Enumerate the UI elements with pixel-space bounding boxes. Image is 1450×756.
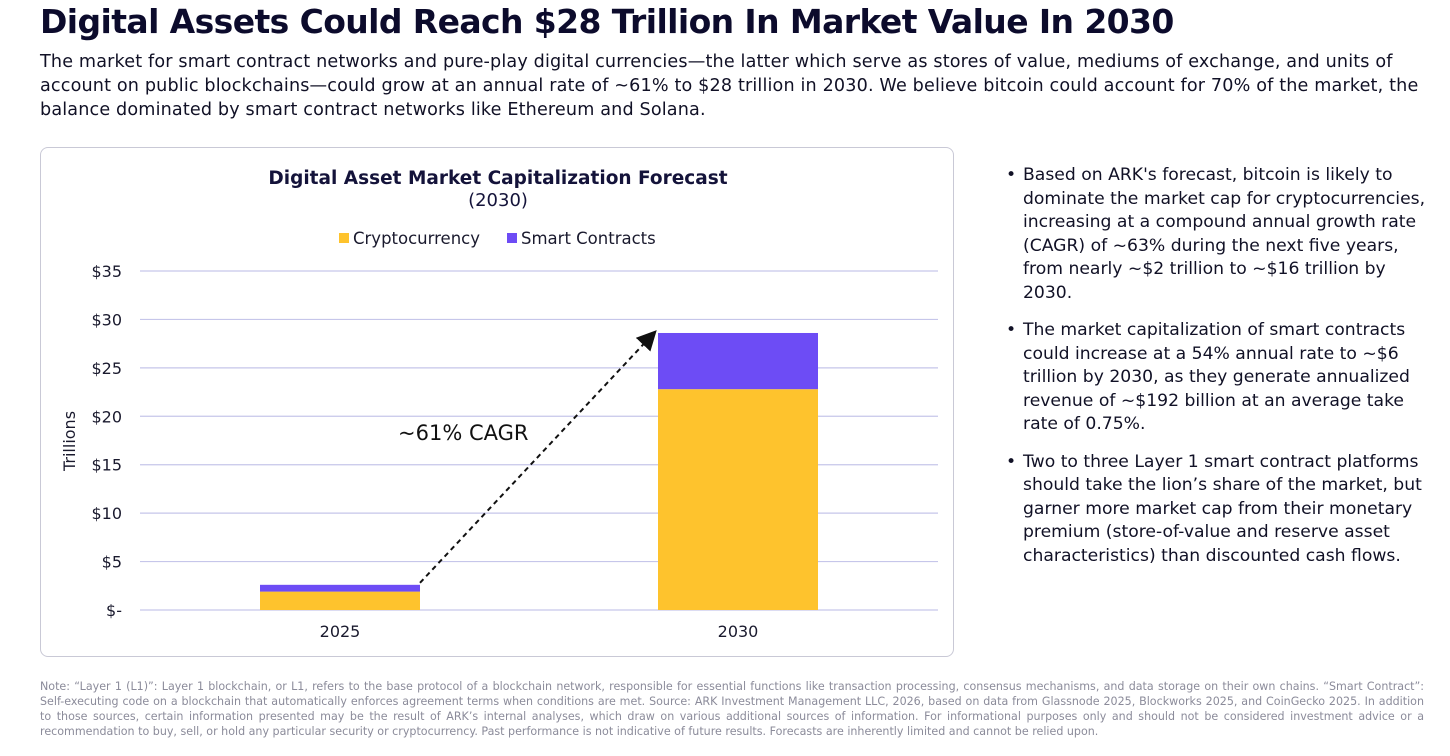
y-axis-label: Trillions: [60, 411, 79, 472]
y-tick-label: $10: [91, 504, 122, 523]
legend-swatch-1: [339, 233, 349, 243]
bar-smart-contracts-2025: [260, 584, 420, 592]
intro-paragraph: The market for smart contract networks a…: [40, 52, 1419, 120]
bar-smart-contracts-2030: [658, 332, 818, 390]
footnote: Note: “Layer 1 (L1)”: Layer 1 blockchain…: [40, 680, 1424, 738]
chart-card: Digital Asset Market Capitalization Fore…: [40, 147, 954, 657]
key-point-item: • Based on ARK's forecast, bitcoin is lik…: [1006, 164, 1431, 305]
legend-swatch-2: [507, 233, 517, 243]
chart-subtitle: (2030): [468, 190, 528, 211]
bar-cryptocurrency-2030: [658, 389, 818, 610]
key-point-text: Two to three Layer 1 smart contract plat…: [1023, 451, 1422, 566]
y-tick-label: $5: [102, 553, 122, 572]
y-tick-label: $-: [106, 601, 122, 620]
key-point-text: Based on ARK's forecast, bitcoin is like…: [1023, 165, 1426, 303]
key-point-item: • Two to three Layer 1 smart contract pla…: [1006, 451, 1431, 569]
legend-label-1: Cryptocurrency: [353, 229, 480, 248]
bullet-icon: •: [1006, 165, 1017, 185]
y-tick-label: $15: [91, 456, 122, 475]
chart-title: Digital Asset Market Capitalization Fore…: [268, 168, 727, 189]
key-points-list: • Based on ARK's forecast, bitcoin is lik…: [1006, 164, 1431, 582]
y-tick-label: $20: [91, 407, 122, 426]
x-tick-label: 2025: [320, 622, 361, 641]
page-title: Digital Assets Could Reach $28 Trillion …: [40, 2, 1174, 41]
legend-label-2: Smart Contracts: [521, 229, 656, 248]
y-tick-label: $35: [91, 262, 122, 281]
x-tick-label: 2030: [718, 622, 759, 641]
bar-cryptocurrency-2025: [260, 591, 420, 610]
key-point-item: • The market capitalization of smart cont…: [1006, 319, 1431, 437]
bullet-icon: •: [1006, 451, 1017, 472]
market-cap-chart: Digital Asset Market Capitalization Fore…: [60, 168, 938, 641]
y-tick-label: $25: [91, 359, 122, 378]
y-tick-label: $30: [91, 310, 122, 329]
cagr-arrow: [419, 330, 657, 584]
key-point-text: The market capitalization of smart contr…: [1023, 320, 1410, 434]
cagr-annotation: ~61% CAGR: [398, 421, 528, 445]
bullet-icon: •: [1006, 320, 1017, 340]
